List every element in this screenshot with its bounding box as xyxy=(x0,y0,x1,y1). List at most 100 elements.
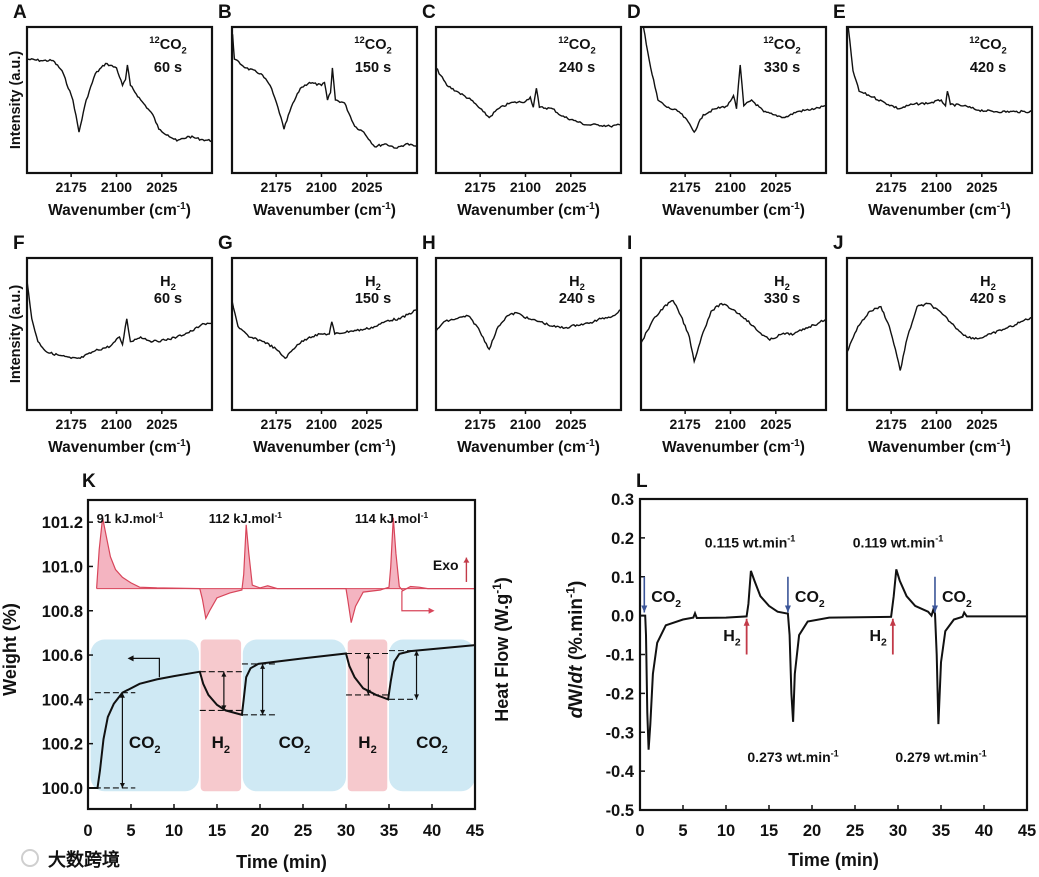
x-tick-label-part: 2025 xyxy=(555,416,586,432)
panel-label: I xyxy=(627,233,632,254)
x-tick-label-part: 40 xyxy=(423,822,441,840)
arrow-head xyxy=(119,782,125,788)
x-tick-label-part: 5 xyxy=(678,822,687,840)
x-tick-label-part: 35 xyxy=(380,822,398,840)
arrow-head xyxy=(784,605,791,613)
x-axis-label: Wavenumber (cm-1) xyxy=(868,438,1011,456)
gas-label-part: CO xyxy=(569,37,591,53)
x-axis-label-part: Time (min) xyxy=(236,852,327,872)
co2-arrow-label: CO2 xyxy=(651,589,681,610)
x-tick-label-part: 2025 xyxy=(351,416,382,432)
y-axis-label-part: W/ xyxy=(566,683,587,707)
left-axis-indicator-arrow xyxy=(131,657,160,678)
x-tick-label-part: 2100 xyxy=(510,179,541,195)
enthalpy-label-part: 91 kJ.mol xyxy=(97,511,156,526)
spectrum-line xyxy=(27,58,212,143)
y-tick-label: -0.3 xyxy=(606,724,634,742)
y-tick-label-part: 100.8 xyxy=(42,603,83,621)
y-tick-label-part: -0.3 xyxy=(606,724,634,742)
x-tick-label: 35 xyxy=(932,822,950,840)
gas-label: 12CO2 xyxy=(354,34,391,55)
y-tick-label: 100.2 xyxy=(42,736,83,754)
x-tick-label-part: 2100 xyxy=(101,416,132,432)
gas-label-part: H xyxy=(980,274,990,290)
x-tick-label: 2100 xyxy=(306,416,337,432)
spectrum-line xyxy=(436,309,621,351)
x-tick-label-part: 2100 xyxy=(306,416,337,432)
heat-flow-fill xyxy=(96,517,475,623)
x-tick-label: 2025 xyxy=(146,179,177,195)
arrow-head xyxy=(260,709,266,715)
gas-label-part: H xyxy=(365,274,375,290)
plot-frame xyxy=(434,25,623,175)
rate-label-part: 0.279 wt.min xyxy=(895,749,978,765)
x-tick-label-part: 2100 xyxy=(715,179,746,195)
x-tick-label-part: 2175 xyxy=(465,416,496,432)
rate-label-part: 0.115 wt.min xyxy=(705,534,787,550)
region-label-part: 2 xyxy=(224,744,230,756)
x-tick-label-part: 20 xyxy=(251,822,269,840)
y-tick-label-part: 0.1 xyxy=(611,569,634,587)
time-label-part: 150 s xyxy=(355,60,391,76)
x-axis-label: Wavenumber (cm-1) xyxy=(48,438,191,456)
x-tick-label: 20 xyxy=(251,822,269,840)
time-label-part: 420 s xyxy=(970,60,1006,76)
time-label-part: 150 s xyxy=(355,291,391,307)
time-label: 60 s xyxy=(154,291,182,307)
time-label: 150 s xyxy=(355,60,391,76)
x-tick-label-part: 2175 xyxy=(670,179,701,195)
x-tick-label: 5 xyxy=(126,822,135,840)
co2-arrow-label: CO2 xyxy=(942,589,972,610)
x-tick-label-part: 2100 xyxy=(921,179,952,195)
y-tick-label: 0.1 xyxy=(611,569,634,587)
x-tick-label: 2175 xyxy=(465,179,496,195)
x-axis-label-part: Wavenumber (cm xyxy=(48,439,177,456)
time-label: 150 s xyxy=(355,291,391,307)
time-label-part: 420 s xyxy=(970,291,1006,307)
x-tick-label-part: 2025 xyxy=(146,179,177,195)
co2-region xyxy=(90,639,199,792)
arrow-head xyxy=(119,692,125,698)
rate-label: 0.119 wt.min-1 xyxy=(853,534,944,551)
gas-label-part: CO xyxy=(774,37,796,53)
arrow-head xyxy=(641,605,648,613)
arrow-head xyxy=(221,671,227,677)
x-tick-label: 2025 xyxy=(351,416,382,432)
x-axis-label: Wavenumber (cm-1) xyxy=(253,438,396,456)
spectrum-line xyxy=(232,300,417,360)
y-tick-label-part: -0.1 xyxy=(606,647,634,665)
enthalpy-label-part: -1 xyxy=(421,510,429,520)
x-axis-label: Time (min) xyxy=(236,852,327,872)
y-tick-label: -0.5 xyxy=(606,802,634,820)
x-tick-label: 40 xyxy=(975,822,993,840)
gas-label-part: 12 xyxy=(763,34,773,45)
x-tick-label: 2175 xyxy=(670,416,701,432)
time-label: 420 s xyxy=(970,291,1006,307)
spectrum-panel-f: F 2175 2100 2025 Wavenumber (cm-1) Intensity … xyxy=(8,233,214,456)
region-label-part: H xyxy=(358,733,370,752)
watermark: 大数跨境 xyxy=(48,849,120,870)
x-tick-label-part: 2175 xyxy=(465,179,496,195)
y-tick-label-part: 101.2 xyxy=(42,514,83,532)
y-tick-label: 0.0 xyxy=(611,608,634,626)
plot-frame xyxy=(230,256,419,412)
x-axis-label-part: Wavenumber (cm xyxy=(457,439,586,456)
x-tick-label-part: 25 xyxy=(846,822,864,840)
x-tick-label-part: 2100 xyxy=(715,416,746,432)
x-tick-label: 20 xyxy=(803,822,821,840)
plot-frame xyxy=(845,25,1034,175)
x-tick-label: 2025 xyxy=(966,179,997,195)
x-tick-label-part: 2100 xyxy=(921,416,952,432)
gas-label-part: 2 xyxy=(580,281,585,292)
x-axis-label-part: ) xyxy=(800,202,805,219)
time-label-part: 240 s xyxy=(559,60,595,76)
rate-label: 0.279 wt.min-1 xyxy=(895,748,986,765)
panel-l: L 0 5 10 15 20 25 30 35 40 45 -0.5 -0.4 -0.3 -0.2 -0.1 0… xyxy=(563,471,1036,870)
time-label-part: 60 s xyxy=(154,60,182,76)
time-label: 60 s xyxy=(154,60,182,76)
arrow-head xyxy=(221,705,227,711)
x-tick-label: 30 xyxy=(889,822,907,840)
